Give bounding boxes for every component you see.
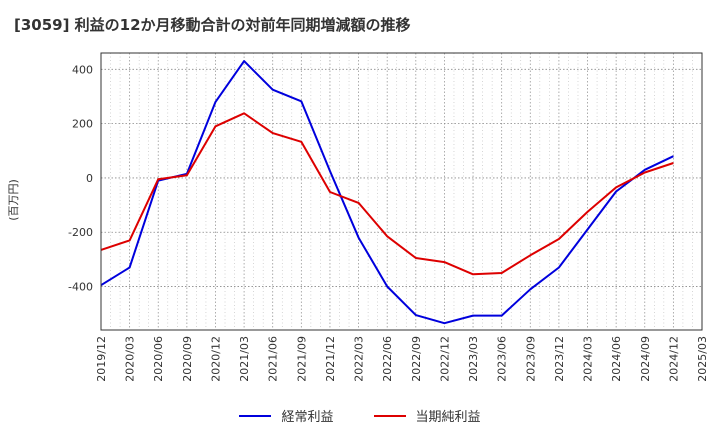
x-tick-label: 2023/03: [467, 336, 480, 382]
x-tick-label: 2020/03: [124, 336, 137, 382]
x-tick-label: 2023/12: [553, 336, 566, 382]
x-tick-label: 2024/12: [667, 336, 680, 382]
x-tick-label: 2022/06: [381, 336, 394, 382]
series-line-net-income: [100, 112, 674, 276]
x-tick-label: 2024/09: [639, 336, 652, 382]
chart-title: [3059] 利益の12か月移動合計の対前年同期増減額の推移: [14, 16, 411, 34]
series-line-ordinary-profit: [100, 60, 674, 325]
x-tick-label: 2021/06: [267, 336, 280, 382]
legend: 経常利益 当期純利益: [0, 406, 720, 425]
series-lines: [100, 60, 674, 325]
x-tick-label: 2020/09: [181, 336, 194, 382]
y-tick-label: 400: [72, 63, 93, 76]
legend-item-ordinary-profit: 経常利益: [239, 406, 334, 425]
y-axis-label: (百万円): [7, 179, 20, 221]
x-tick-label: 2021/09: [295, 336, 308, 382]
x-tick-label: 2023/09: [524, 336, 537, 382]
y-axis-ticks: 400 200 0 -200 -400: [68, 63, 93, 293]
y-tick-label: -200: [68, 226, 93, 239]
legend-swatch-ordinary-profit: [239, 414, 272, 417]
x-tick-label: 2020/12: [209, 336, 222, 382]
x-tick-label: 2022/03: [353, 336, 366, 382]
x-tick-label: 2024/03: [582, 336, 595, 382]
legend-label-ordinary-profit: 経常利益: [281, 410, 334, 425]
x-tick-label: 2021/03: [238, 336, 251, 382]
x-axis-ticks: 2019/12 2020/03 2020/06 2020/09 2020/12 2021/…: [95, 336, 709, 382]
x-tick-label: 2024/06: [610, 336, 623, 382]
plot-frame: [100, 52, 703, 331]
y-tick-label: 200: [72, 118, 93, 131]
legend-item-net-income: 当期純利益: [373, 406, 481, 425]
legend-swatch-net-income: [373, 414, 406, 417]
x-tick-label: 2022/09: [410, 336, 423, 382]
x-tick-label: 2023/06: [496, 336, 509, 382]
grid-lines: [101, 53, 702, 330]
x-tick-label: 2022/12: [438, 336, 451, 382]
x-tick-label: 2019/12: [95, 336, 108, 382]
x-tick-label: 2020/06: [152, 336, 165, 382]
y-tick-label: 0: [86, 172, 93, 185]
y-tick-label: -400: [68, 281, 93, 294]
x-tick-label: 2025/03: [696, 336, 709, 382]
x-tick-label: 2021/12: [324, 336, 337, 382]
legend-label-net-income: 当期純利益: [415, 410, 481, 425]
